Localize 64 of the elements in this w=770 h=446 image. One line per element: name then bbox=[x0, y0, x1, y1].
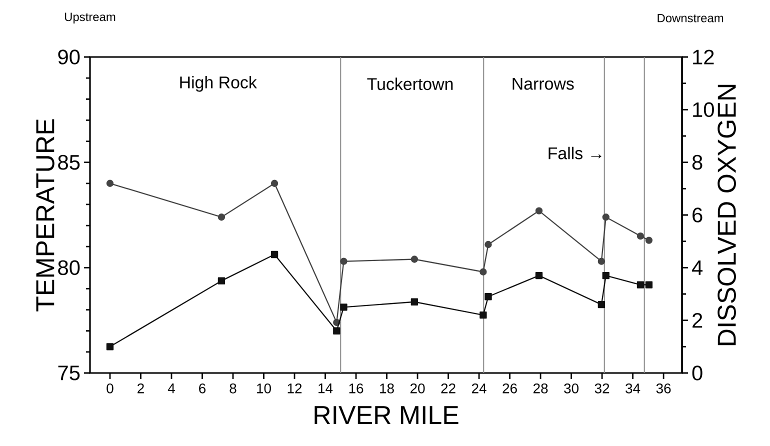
y2-tick-label: 8 bbox=[692, 154, 702, 170]
y2-tick-label: 10 bbox=[693, 102, 714, 118]
point bbox=[340, 258, 348, 265]
point bbox=[106, 343, 114, 350]
x-tick-label: 4 bbox=[168, 383, 175, 394]
annotation: High Rock bbox=[180, 76, 257, 92]
x-tick-label: 24 bbox=[472, 383, 486, 394]
x-tick-label: 28 bbox=[533, 383, 548, 394]
y-tick-label: 80 bbox=[58, 260, 80, 276]
text: Downstream bbox=[658, 14, 724, 22]
point bbox=[410, 256, 418, 263]
x-tick-label: 34 bbox=[626, 383, 640, 394]
annotation: Falls → bbox=[548, 146, 602, 160]
x-tick-label: 14 bbox=[318, 383, 333, 394]
point bbox=[106, 180, 114, 187]
point bbox=[645, 236, 653, 244]
x-tick-label: 0 bbox=[106, 383, 114, 394]
y2-tick-label: 12 bbox=[693, 50, 714, 64]
y-tick-label: 75 bbox=[58, 366, 80, 380]
point bbox=[480, 268, 487, 276]
y-tick-label: 85 bbox=[58, 154, 80, 170]
point bbox=[535, 207, 543, 214]
point bbox=[602, 272, 610, 280]
point bbox=[340, 304, 348, 311]
x-tick-label: 10 bbox=[257, 383, 271, 394]
x-tick-label: 18 bbox=[380, 383, 394, 394]
text: Upstream bbox=[65, 12, 116, 24]
x-tick-label: 6 bbox=[199, 383, 206, 394]
point bbox=[602, 214, 610, 221]
x-tick-label: 12 bbox=[288, 383, 302, 394]
point bbox=[218, 277, 226, 284]
x-tick-label: 20 bbox=[410, 383, 425, 394]
x-tick-label: 36 bbox=[656, 383, 671, 394]
point bbox=[598, 258, 606, 265]
point bbox=[270, 250, 278, 258]
point bbox=[218, 214, 226, 221]
y2-tick-label: 0 bbox=[692, 366, 702, 380]
x-tick-label: 32 bbox=[594, 383, 610, 394]
point bbox=[598, 300, 606, 308]
x-tick-label: 22 bbox=[441, 383, 456, 394]
point bbox=[270, 180, 278, 187]
point bbox=[410, 298, 418, 306]
point bbox=[484, 240, 492, 248]
y2-tick-label: 6 bbox=[692, 208, 702, 222]
x-tick-label: 30 bbox=[564, 383, 579, 394]
y2-tick-label: 4 bbox=[692, 260, 703, 275]
x-tick-label: 26 bbox=[502, 383, 517, 394]
x-axis-title: RIVER MILE bbox=[314, 406, 458, 424]
point bbox=[333, 327, 340, 334]
point bbox=[636, 232, 644, 240]
point bbox=[480, 311, 487, 319]
annotation: Tuckertown bbox=[367, 78, 453, 90]
point bbox=[645, 281, 653, 288]
x-tick-label: 16 bbox=[349, 383, 364, 394]
y-tick-label: 90 bbox=[58, 50, 80, 64]
x-tick-label: 8 bbox=[230, 383, 236, 394]
point bbox=[636, 281, 644, 288]
point bbox=[535, 272, 543, 280]
y2-axis-title: DISSOLVED OXYGEN bbox=[718, 84, 736, 346]
y-axis-title: TEMPERATURE bbox=[36, 119, 54, 312]
point bbox=[484, 293, 492, 300]
annotation: Narrows bbox=[512, 78, 574, 90]
y2-tick-label: 2 bbox=[692, 313, 702, 328]
x-tick-label: 2 bbox=[138, 383, 144, 394]
